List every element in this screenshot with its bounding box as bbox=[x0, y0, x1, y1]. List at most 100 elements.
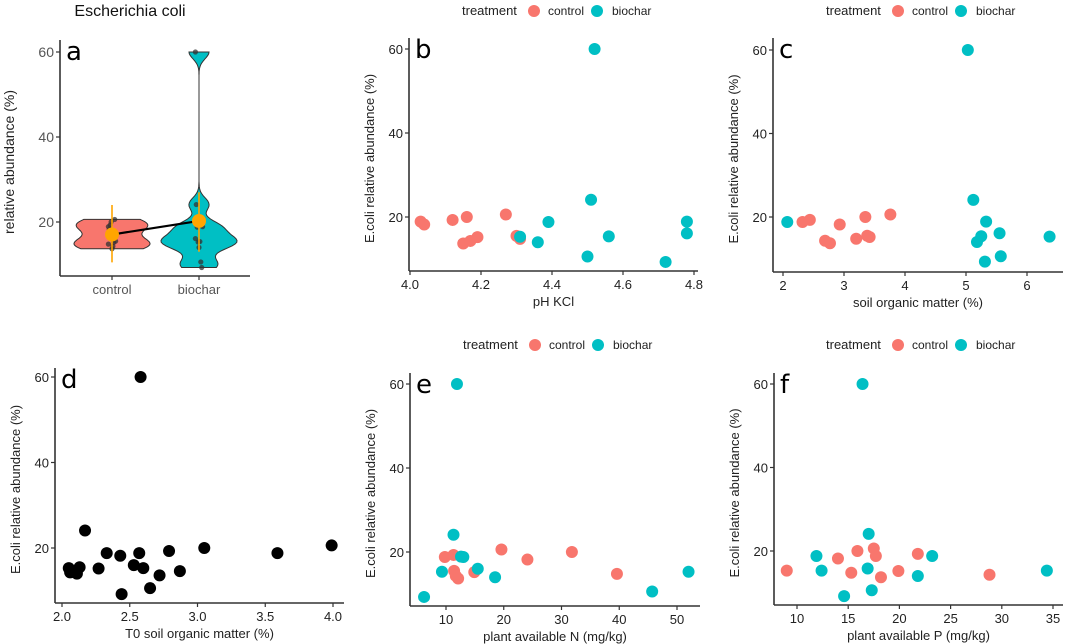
mean-connector-line bbox=[111, 219, 200, 236]
legend-label-control: control bbox=[548, 4, 584, 18]
data-point-biochar bbox=[455, 550, 468, 563]
y-axis-title: E.coli relative abundance (%) bbox=[8, 405, 23, 574]
jitter-point-biochar bbox=[198, 259, 204, 265]
y-tick-label: 20 bbox=[389, 210, 403, 225]
x-tick-label: 15 bbox=[841, 611, 855, 626]
data-point-biochar bbox=[602, 230, 615, 243]
data-point-all bbox=[198, 542, 211, 554]
data-point-control bbox=[845, 566, 858, 579]
legend-title: treatment bbox=[462, 3, 517, 18]
panel-f: 20 40 60 10 15 20 25 30 35 plant available P (mg/… bbox=[727, 337, 1063, 643]
data-point-biochar bbox=[680, 227, 693, 240]
x-axis-title: soil organic matter (%) bbox=[853, 295, 983, 310]
y-tick-label: 60 bbox=[753, 43, 767, 58]
data-point-biochar bbox=[489, 571, 502, 584]
data-point-biochar bbox=[450, 378, 463, 390]
data-point-biochar bbox=[980, 215, 993, 228]
legend-key-biochar bbox=[955, 339, 967, 351]
data-point-biochar bbox=[680, 215, 693, 228]
y-axis-title: E.coli relative abundance (%) bbox=[363, 409, 378, 578]
data-point-biochar bbox=[856, 378, 869, 390]
data-point-all bbox=[73, 561, 86, 574]
data-point-biochar bbox=[659, 255, 672, 268]
data-point-control bbox=[471, 231, 484, 244]
legend-key-biochar bbox=[591, 5, 603, 17]
data-point-control bbox=[833, 218, 846, 231]
data-point-biochar bbox=[1043, 230, 1056, 243]
data-point-control bbox=[780, 564, 793, 577]
data-point-all bbox=[271, 547, 284, 560]
data-point-biochar bbox=[994, 250, 1007, 263]
legend: treatment control biochar bbox=[826, 337, 1015, 352]
x-tick-label: 35 bbox=[1046, 611, 1060, 626]
legend-label-biochar: biochar bbox=[612, 4, 651, 18]
data-point-biochar bbox=[781, 216, 794, 229]
data-point-control bbox=[831, 552, 844, 565]
jitter-point-control bbox=[105, 241, 111, 247]
data-point-control bbox=[521, 553, 534, 566]
data-point-all bbox=[134, 371, 147, 383]
jitter-point-biochar bbox=[199, 264, 205, 271]
chart-title: Escherichia coli bbox=[74, 3, 185, 20]
y-tick-label: 40 bbox=[35, 456, 49, 471]
data-point-all bbox=[153, 569, 166, 582]
jitter-point-biochar bbox=[192, 235, 198, 242]
legend-key-biochar bbox=[955, 5, 967, 17]
mean-point-biochar bbox=[192, 213, 206, 228]
data-point-control bbox=[892, 565, 905, 578]
x-tick-label: 3.0 bbox=[188, 609, 206, 624]
x-tick-label: 4.8 bbox=[685, 277, 703, 292]
data-point-biochar bbox=[435, 565, 448, 578]
data-point-control bbox=[610, 567, 623, 580]
x-axis-title: pH KCl bbox=[533, 294, 574, 309]
x-tick-label: 3 bbox=[840, 278, 847, 293]
y-tick-label: 60 bbox=[35, 370, 49, 385]
x-axis-title: plant available N (mg/kg) bbox=[483, 629, 627, 644]
jitter-point-control bbox=[112, 216, 118, 223]
data-point-control bbox=[460, 211, 473, 223]
legend-key-control bbox=[529, 339, 541, 351]
x-tick-label: 30 bbox=[554, 612, 568, 627]
data-point-biochar bbox=[810, 550, 823, 563]
y-axis-title: E.coli relative abundance (%) bbox=[726, 74, 741, 243]
data-point-biochar bbox=[961, 44, 974, 56]
data-point-control bbox=[851, 545, 864, 557]
y-axis-title: E.coli relative abundance (%) bbox=[727, 408, 742, 577]
data-point-biochar bbox=[514, 230, 527, 243]
y-tick-label: 40 bbox=[390, 461, 404, 476]
x-tick-label: control bbox=[92, 282, 131, 297]
data-point-biochar bbox=[1040, 564, 1053, 577]
data-point-biochar bbox=[646, 585, 659, 598]
x-axis-title: plant available P (mg/kg) bbox=[847, 628, 990, 643]
panel-letter: c bbox=[779, 35, 793, 65]
y-tick-label: 20 bbox=[390, 545, 404, 560]
x-tick-label: 25 bbox=[943, 611, 957, 626]
data-point-biochar bbox=[865, 584, 878, 597]
data-point-all bbox=[100, 547, 113, 560]
x-tick-label: 10 bbox=[790, 611, 804, 626]
data-point-biochar bbox=[471, 562, 484, 575]
data-point-biochar bbox=[531, 236, 544, 249]
x-tick-label: 4.0 bbox=[324, 609, 342, 624]
data-point-control bbox=[869, 550, 882, 563]
x-tick-label: 2 bbox=[779, 278, 786, 293]
data-point-biochar bbox=[967, 193, 980, 206]
y-tick-label: 40 bbox=[753, 127, 767, 142]
data-point-biochar bbox=[862, 527, 875, 540]
y-tick-label: 40 bbox=[754, 461, 768, 476]
panel-a: 20 40 60 control biochar Escherichia coli rela… bbox=[1, 3, 250, 297]
y-tick-label: 20 bbox=[38, 214, 54, 230]
data-point-all bbox=[79, 524, 92, 537]
legend-title: treatment bbox=[463, 337, 518, 352]
data-point-control bbox=[911, 547, 924, 560]
data-point-biochar bbox=[926, 550, 939, 563]
panel-letter: a bbox=[66, 37, 82, 67]
panel-letter: d bbox=[61, 365, 78, 395]
panel-b: 20 40 60 4.0 4.2 4.4 4.6 4.8 pH KCl E.coli relati… bbox=[362, 3, 703, 309]
data-point-biochar bbox=[447, 528, 460, 541]
x-tick-label: 4.4 bbox=[543, 277, 561, 292]
y-tick-label: 60 bbox=[389, 42, 403, 57]
y-axis-title: relative abundance (%) bbox=[1, 90, 17, 234]
data-point-all bbox=[163, 544, 176, 557]
x-tick-label: 4 bbox=[901, 278, 908, 293]
